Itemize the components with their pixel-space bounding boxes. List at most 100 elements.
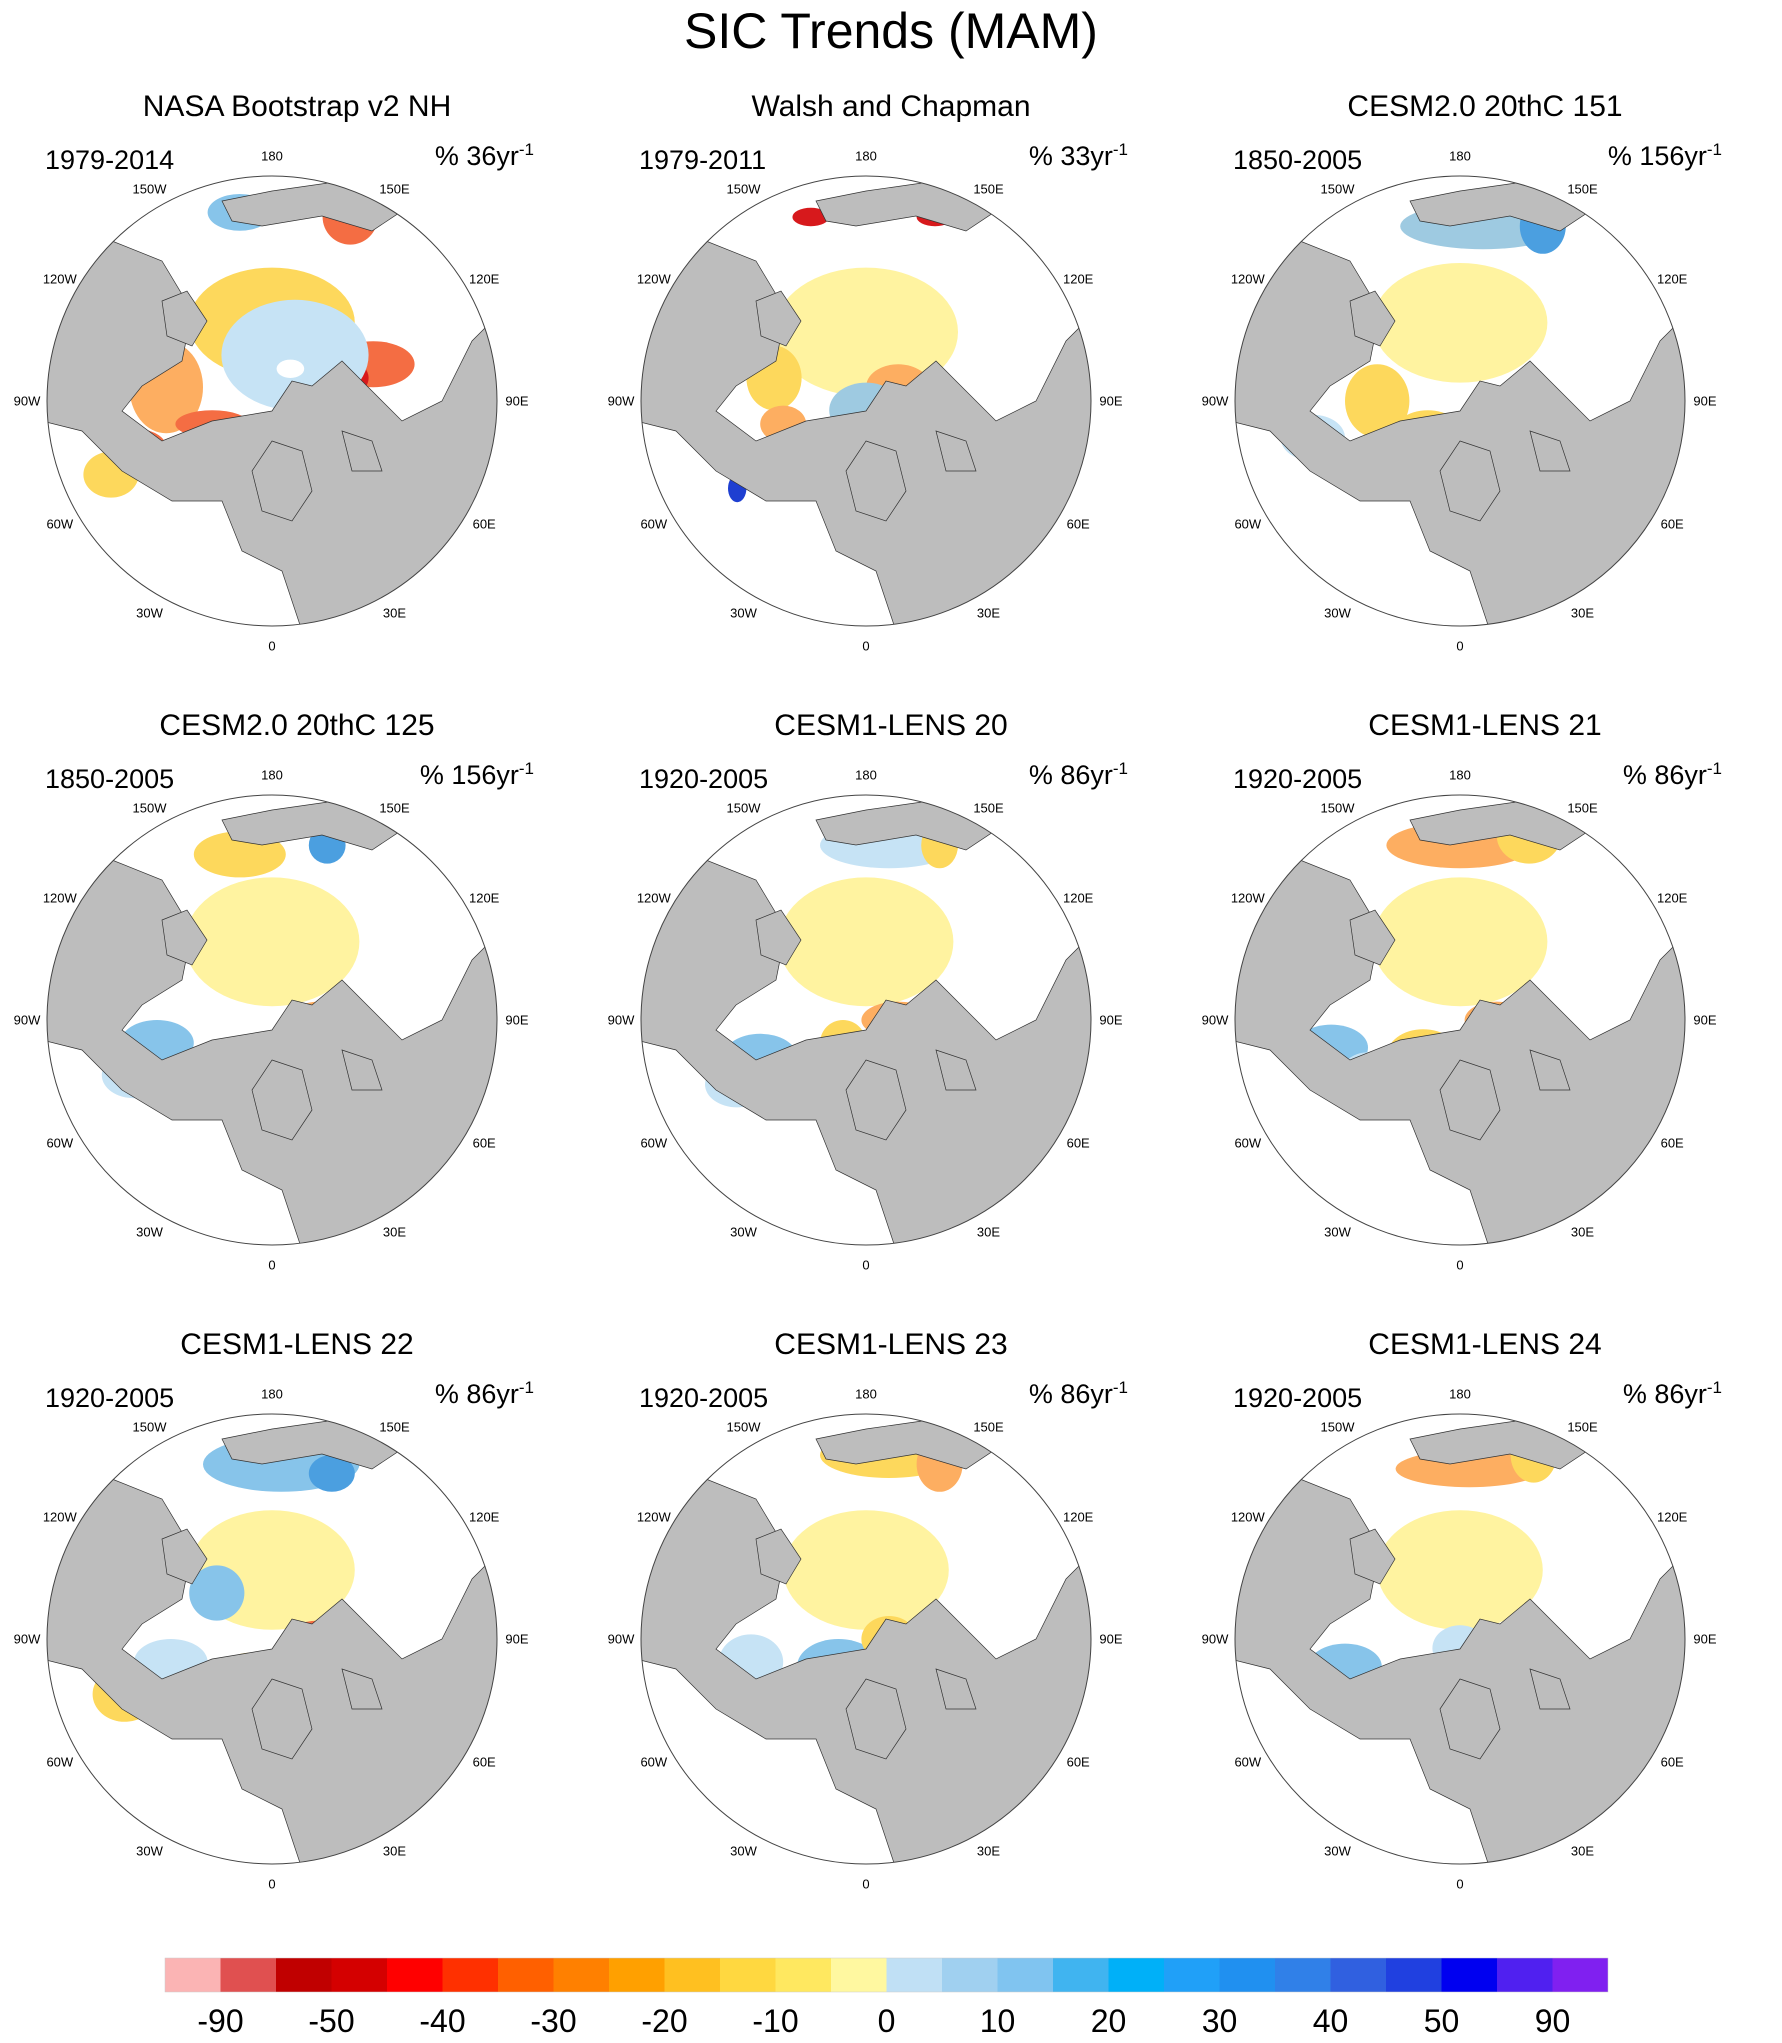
island [755, 909, 802, 966]
trend-field [276, 359, 305, 378]
longitude-label: 180 [855, 1386, 877, 1402]
longitude-label: 60W [640, 1135, 668, 1150]
panel-units: % 86yr-1 [1028, 1378, 1128, 1409]
colorbar-tick-label: 0 [877, 2003, 896, 2039]
longitude-label: 90W [607, 1012, 635, 1028]
longitude-label: 90W [13, 1631, 41, 1647]
colorbar-tick-label: -50 [308, 2003, 355, 2039]
longitude-label: 180 [855, 767, 877, 783]
colorbar-swatch [331, 1958, 387, 1992]
map-border [46, 794, 498, 1246]
island [1349, 1528, 1396, 1585]
island [935, 1668, 977, 1710]
map-panel: CESM1-LENS 20 1920-2005 % 86yr-1 180 150E 120… [594, 614, 1188, 1273]
longitude-label: 60E [472, 1135, 496, 1150]
longitude-label: 90W [1201, 1631, 1229, 1647]
longitude-label: 60W [46, 1754, 74, 1769]
colorbar-swatch [387, 1958, 443, 1992]
colorbar-swatch [1275, 1958, 1331, 1992]
panel-units: % 86yr-1 [434, 1378, 534, 1409]
map-panel: CESM2.0 20thC 125 1850-2005 % 156yr-1 180 15… [0, 614, 594, 1273]
trend-field [774, 267, 958, 397]
colorbar-tick-label: 30 [1201, 2003, 1238, 2039]
colorbar-swatch [276, 1958, 332, 1992]
greenland-landmass [845, 1678, 907, 1760]
panel-units: % 36yr-1 [434, 140, 534, 171]
longitude-label: 150W [132, 800, 167, 816]
longitude-label: 60E [1066, 1135, 1090, 1150]
colorbar-swatch [442, 1958, 498, 1992]
map-panel: CESM2.0 20thC 151 1850-2005 % 156yr-1 180 15… [1188, 0, 1782, 654]
panel-period: 1920-2005 [1233, 764, 1363, 794]
colorbar-swatch [720, 1958, 776, 1992]
panel-period: 1920-2005 [45, 1383, 175, 1413]
greenland-landmass [251, 1678, 313, 1760]
landmass [641, 859, 1091, 1245]
colorbar-swatch [553, 1958, 609, 1992]
longitude-label: 60E [472, 516, 496, 531]
longitude-label: 90W [13, 393, 41, 409]
trend-field [1372, 263, 1548, 383]
longitude-label: 180 [1449, 148, 1471, 164]
longitude-label: 60W [640, 516, 668, 531]
landmass [641, 240, 1091, 626]
longitude-label: 90E [505, 1631, 529, 1647]
island [341, 430, 383, 472]
panel-units: % 86yr-1 [1622, 759, 1722, 790]
siberia-landmass [815, 180, 997, 232]
longitude-label: 150E [379, 1419, 410, 1435]
colorbar-tick-label: 10 [979, 2003, 1016, 2039]
map-border [46, 175, 498, 627]
greenland-landmass [1439, 1059, 1501, 1141]
trend-field [1372, 877, 1548, 1007]
longitude-label: 120E [1062, 1509, 1094, 1524]
polar-map [640, 175, 1092, 627]
colorbar-swatch [775, 1958, 831, 1992]
colorbar-tick-label: -90 [197, 2003, 244, 2039]
longitude-label: 30W [730, 605, 757, 621]
trend-field [184, 877, 360, 1007]
longitude-label: 150W [1320, 1419, 1355, 1435]
longitude-label: 120W [1230, 271, 1265, 286]
panel-period: 1979-2014 [45, 145, 175, 175]
polar-map [46, 1413, 498, 1865]
longitude-label: 0 [1456, 638, 1464, 654]
panel-title: Walsh and Chapman [751, 90, 1031, 123]
panel-title: NASA Bootstrap v2 NH [142, 90, 452, 123]
longitude-label: 150W [726, 800, 761, 816]
landmass [641, 1478, 1091, 1864]
trend-field [783, 1510, 949, 1630]
longitude-label: 180 [1449, 767, 1471, 783]
island [935, 1049, 977, 1091]
longitude-label: 30W [730, 1224, 757, 1240]
longitude-label: 120W [42, 1509, 77, 1524]
longitude-label: 90W [607, 393, 635, 409]
island [341, 1668, 383, 1710]
longitude-label: 120E [468, 1509, 500, 1524]
longitude-label: 0 [268, 1257, 276, 1273]
longitude-label: 60E [1660, 1754, 1684, 1769]
longitude-label: 60W [1234, 1135, 1262, 1150]
polar-map [46, 175, 498, 627]
colorbar-tick-label: -10 [752, 2003, 799, 2039]
colorbar-swatch [1164, 1958, 1220, 1992]
map-panel: CESM1-LENS 21 1920-2005 % 86yr-1 180 150E 120… [1188, 614, 1782, 1273]
polar-map [640, 794, 1092, 1246]
longitude-label: 30E [1570, 605, 1595, 621]
longitude-label: 30E [976, 605, 1001, 621]
longitude-label: 90E [1693, 393, 1717, 409]
longitude-label: 150E [1567, 800, 1598, 816]
longitude-label: 30W [136, 605, 163, 621]
longitude-label: 150E [973, 1419, 1004, 1435]
longitude-label: 60E [472, 1754, 496, 1769]
greenland-landmass [251, 440, 313, 522]
island [755, 290, 802, 347]
colorbar-swatch [1552, 1958, 1608, 1992]
landmass [47, 240, 497, 626]
greenland-landmass [251, 1059, 313, 1141]
landmass [47, 859, 497, 1245]
longitude-label: 120E [1062, 271, 1094, 286]
longitude-label: 30W [136, 1843, 163, 1859]
longitude-label: 150W [1320, 181, 1355, 197]
longitude-label: 120W [1230, 1509, 1265, 1524]
